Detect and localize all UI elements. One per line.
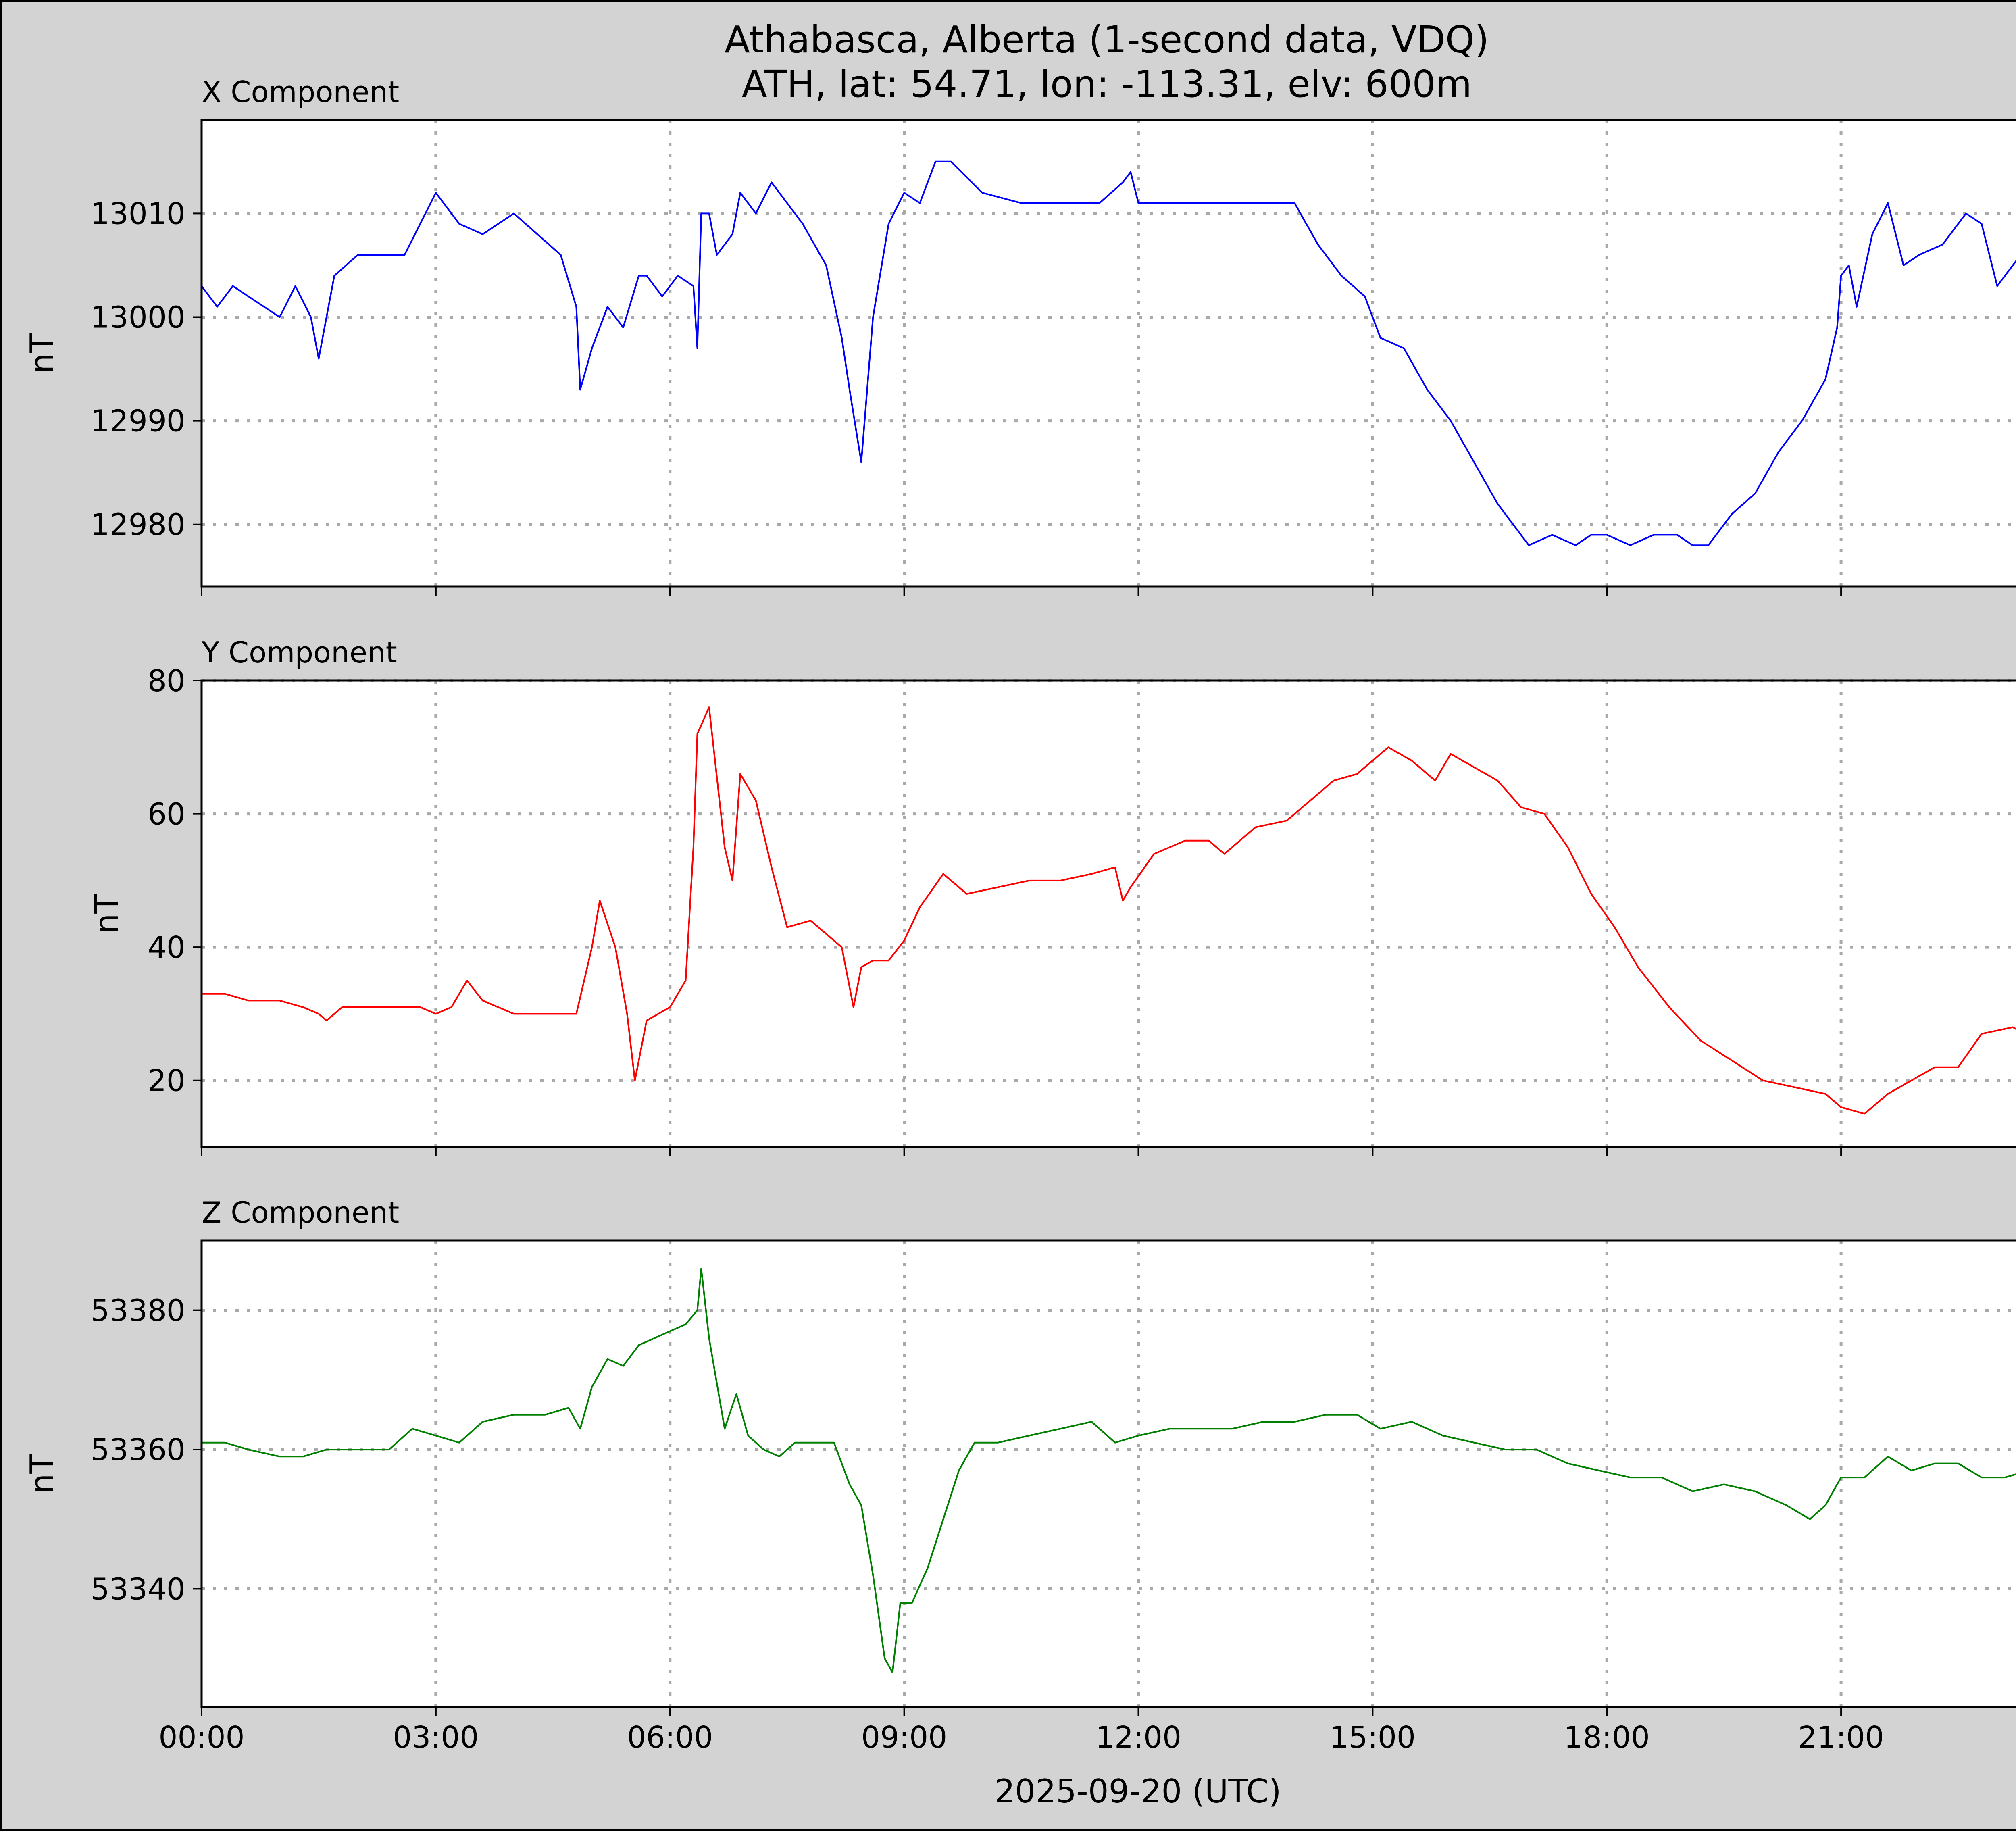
- plot-area-y: [202, 681, 2016, 1147]
- panel-title-x: X Component: [202, 75, 399, 109]
- y-tick-label: 20: [148, 1064, 185, 1098]
- x-tick-label: 18:00: [1564, 1720, 1650, 1755]
- x-tick-label: 06:00: [627, 1720, 713, 1755]
- series-line-x: [201, 160, 2016, 546]
- chart-panels: 12980 12990 13000 13010 X Component nT 20 40 60 8…: [23, 75, 2016, 1755]
- y-tick-label: 80: [148, 664, 185, 698]
- y-axis-label-z: nT: [23, 1454, 61, 1494]
- x-tick-label: 00:00: [158, 1720, 244, 1755]
- y-tick-label: 12980: [91, 508, 185, 542]
- panel-y-component: 20 40 60 80 Y Component nT: [88, 635, 2016, 1156]
- y-tick-label: 60: [148, 797, 185, 832]
- y-tick-label: 53380: [91, 1294, 185, 1328]
- panel-z-component: 53340 53360 53380 00:00 03:00 06:00 09:00 12:00…: [23, 1196, 2016, 1755]
- y-tick-label: 12990: [91, 404, 185, 439]
- y-axis-label-y: nT: [88, 894, 125, 934]
- y-tick-label: 13000: [91, 300, 185, 335]
- plot-area-x: [202, 120, 2016, 587]
- x-tick-label: 09:00: [861, 1720, 947, 1755]
- y-axis-label-x: nT: [23, 333, 61, 374]
- y-tick-label: 53340: [91, 1572, 185, 1606]
- y-tick-label: 53360: [91, 1433, 185, 1467]
- series-line-z: [202, 1268, 2016, 1673]
- x-tick-label: 12:00: [1095, 1720, 1181, 1755]
- panel-x-component: 12980 12990 13000 13010 X Component nT: [23, 75, 2016, 596]
- figure-title-line1: Athabasca, Alberta (1-second data, VDQ): [725, 18, 1489, 61]
- x-tick-label: 21:00: [1798, 1720, 1884, 1755]
- panel-title-y: Y Component: [201, 635, 397, 669]
- panel-title-z: Z Component: [202, 1196, 399, 1229]
- plot-area-z: [202, 1241, 2016, 1707]
- x-axis-label: 2025-09-20 (UTC): [994, 1773, 1281, 1810]
- y-tick-label: 13010: [91, 196, 185, 231]
- x-tick-label: 03:00: [393, 1720, 479, 1755]
- figure-title-line2: ATH, lat: 54.71, lon: -113.31, elv: 600m: [742, 62, 1472, 106]
- x-tick-label: 15:00: [1330, 1720, 1416, 1755]
- y-tick-label: 40: [148, 930, 185, 965]
- series-line-y: [202, 706, 2016, 1115]
